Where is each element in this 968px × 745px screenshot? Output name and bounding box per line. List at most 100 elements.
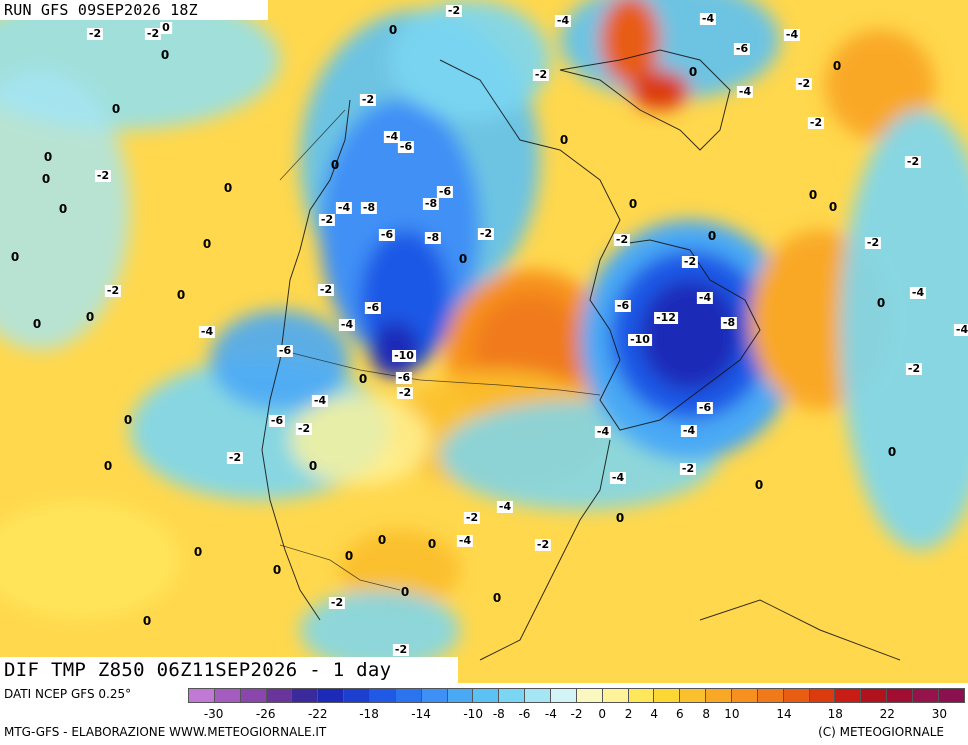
color-swatch	[887, 689, 914, 702]
contour-label: -2	[295, 422, 313, 435]
scale-tick-label: -10	[463, 707, 483, 721]
contour-label: -6	[364, 301, 382, 314]
map-canvas	[0, 0, 968, 670]
scale-tick-label: 14	[776, 707, 792, 721]
color-swatch	[757, 689, 784, 702]
color-swatch	[576, 689, 603, 702]
color-swatch	[525, 689, 552, 702]
scale-tick-label: 18	[827, 707, 843, 721]
zero-label: 0	[559, 133, 569, 147]
contour-label: -4	[680, 424, 698, 437]
color-swatch	[835, 689, 862, 702]
scale-tick-label: -2	[570, 707, 583, 721]
scale-tick-label: 30	[931, 707, 947, 721]
scale-tick-label: -6	[518, 707, 531, 721]
scale-tick-label: 22	[879, 707, 895, 721]
zero-label: 0	[193, 545, 203, 559]
scale-tick-label: -26	[255, 707, 276, 721]
color-swatch	[344, 689, 371, 702]
scale-tick-label: -14	[411, 707, 431, 721]
zero-label: 0	[160, 48, 170, 62]
contour-label: -2	[445, 4, 463, 17]
color-swatch	[680, 689, 707, 702]
contour-label: -2	[104, 284, 122, 297]
zero-label: 0	[111, 102, 121, 116]
contour-label: -6	[268, 414, 286, 427]
contour-label: -4	[456, 534, 474, 547]
contour-label: -8	[422, 197, 440, 210]
color-swatch	[732, 689, 758, 702]
contour-label: -2	[679, 462, 697, 475]
scale-tick-label: 10	[724, 707, 740, 721]
zero-label: 0	[400, 585, 410, 599]
zero-label: 0	[427, 537, 437, 551]
color-swatch	[292, 689, 319, 702]
contour-label: -2	[534, 538, 552, 551]
color-swatch	[499, 689, 526, 702]
color-swatch	[447, 689, 474, 702]
contour-label: -2	[359, 93, 377, 106]
contour-label: -6	[696, 401, 714, 414]
scale-tick-label: -18	[359, 707, 379, 721]
color-swatch	[628, 689, 655, 702]
contour-label: -4	[909, 286, 927, 299]
temperature-difference-map: -2 -4 -2 -2 0 -4 -6 -8 -4 -6 -2 -2 -4 -6…	[0, 0, 968, 683]
zero-label: 0	[344, 549, 354, 563]
contour-label: -2	[532, 68, 550, 81]
contour-label: -10	[392, 349, 416, 362]
zero-label: 0	[832, 59, 842, 73]
contour-label: -10	[628, 333, 652, 346]
color-swatch	[395, 689, 422, 702]
color-swatch	[266, 689, 293, 702]
zero-label: 0	[808, 188, 818, 202]
zero-label: 0	[32, 317, 42, 331]
contour-label: -4	[699, 12, 717, 25]
contour-label: -6	[276, 344, 294, 357]
zero-label: 0	[142, 614, 152, 628]
contour-label: -12	[654, 311, 678, 324]
contour-label: -4	[736, 85, 754, 98]
contour-label: -4	[696, 291, 714, 304]
zero-label: 0	[123, 413, 133, 427]
contour-label: -6	[614, 299, 632, 312]
coastlines	[261, 49, 901, 661]
contour-label: -2	[613, 233, 631, 246]
zero-label: 0	[308, 459, 318, 473]
contour-label: -4	[496, 500, 514, 513]
contour-label: -4	[783, 28, 801, 41]
color-swatch	[189, 689, 215, 702]
color-swatch	[654, 689, 681, 702]
contour-label: -2	[463, 511, 481, 524]
contour-label: -8	[720, 316, 738, 329]
contour-label: -2	[86, 27, 104, 40]
contour-label: 0	[160, 21, 172, 34]
copyright-label: (C) METEOGIORNALE	[818, 725, 944, 739]
zero-label: 0	[43, 150, 53, 164]
contour-label: -4	[609, 471, 627, 484]
zero-label: 0	[358, 372, 368, 386]
zero-label: 0	[458, 252, 468, 266]
color-scale-ticks: -30 -26 -22 -18 -14 -10 -8 -6 -4 -2 0 2 4 6 8 10 14 18 22 3…	[188, 707, 965, 721]
contour-label: -6	[395, 371, 413, 384]
contour-label: -2	[226, 451, 244, 464]
contour-label: -2	[317, 283, 335, 296]
contour-label: -4	[554, 14, 572, 27]
contour-label: -4	[953, 324, 968, 336]
contour-label: -2	[144, 27, 162, 40]
contour-label: -6	[378, 228, 396, 241]
contour-label: -4	[383, 130, 401, 143]
zero-label: 0	[615, 511, 625, 525]
contour-label: -2	[328, 596, 346, 609]
color-swatch	[861, 689, 888, 702]
zero-label: 0	[377, 533, 387, 547]
zero-label: 0	[202, 237, 212, 251]
zero-label: 0	[388, 23, 398, 37]
zero-label: 0	[707, 229, 717, 243]
contour-label: -4	[338, 318, 356, 331]
contour-label: -2	[795, 77, 813, 90]
zero-label: 0	[223, 181, 233, 195]
contour-label: -2	[864, 236, 882, 249]
color-swatch	[421, 689, 448, 702]
zero-label: 0	[10, 250, 20, 264]
color-swatch	[602, 689, 629, 702]
